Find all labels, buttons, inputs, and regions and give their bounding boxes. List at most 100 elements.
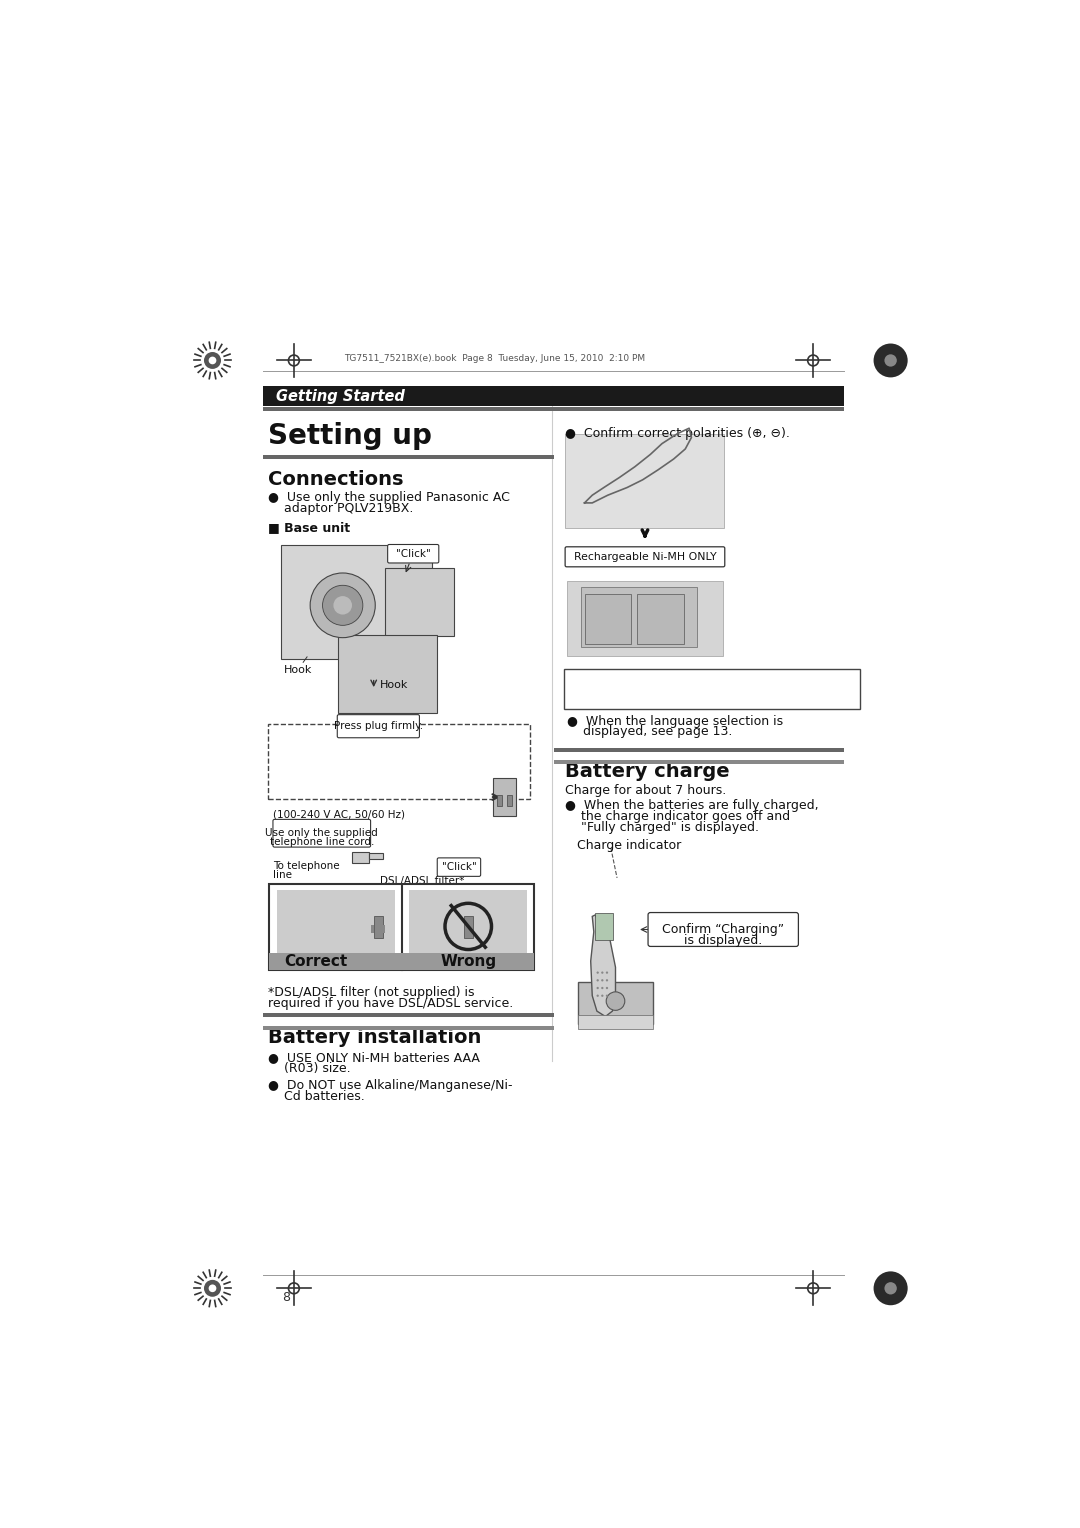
Text: Charge indicator: Charge indicator	[577, 839, 681, 853]
Circle shape	[310, 573, 375, 637]
Text: Charge for about 7 hours.: Charge for about 7 hours.	[565, 784, 727, 798]
Text: Setting up: Setting up	[268, 422, 432, 451]
Circle shape	[334, 596, 352, 614]
Circle shape	[606, 979, 608, 981]
Text: Confirm “Charging”: Confirm “Charging”	[662, 923, 784, 937]
Text: Battery charge: Battery charge	[565, 762, 730, 781]
Circle shape	[204, 1280, 221, 1297]
Bar	[262, 1013, 554, 1016]
Text: TG7511_7521BX(e).book  Page 8  Tuesday, June 15, 2010  2:10 PM: TG7511_7521BX(e).book Page 8 Tuesday, Ju…	[345, 354, 646, 364]
Bar	[409, 891, 527, 953]
Bar	[581, 587, 697, 646]
Bar	[380, 924, 384, 932]
Bar	[554, 406, 845, 411]
Bar	[369, 853, 383, 859]
Bar	[564, 669, 860, 709]
Text: telephone line cord.: telephone line cord.	[270, 837, 374, 848]
Text: Press plug firmly.: Press plug firmly.	[334, 721, 423, 732]
Circle shape	[606, 995, 608, 996]
Bar	[578, 1015, 653, 1028]
Bar	[595, 912, 613, 940]
Text: ●  Confirm correct polarities (⊕, ⊖).: ● Confirm correct polarities (⊕, ⊖).	[565, 426, 789, 440]
Text: ■ Base unit: ■ Base unit	[268, 521, 350, 533]
Text: "Fully charged" is displayed.: "Fully charged" is displayed.	[565, 821, 759, 834]
Bar	[578, 983, 653, 1024]
Bar	[584, 594, 631, 643]
Bar	[262, 387, 845, 406]
Bar	[262, 1025, 554, 1030]
Bar	[497, 795, 501, 805]
Bar	[554, 759, 845, 764]
Text: Getting Started: Getting Started	[276, 390, 405, 403]
Bar	[402, 953, 535, 970]
Circle shape	[606, 987, 608, 989]
Text: ●  When the language selection is: ● When the language selection is	[567, 715, 784, 727]
Text: line: line	[273, 871, 292, 880]
Text: "Click": "Click"	[396, 549, 431, 559]
Text: *DSL/ADSL filter (not supplied) is: *DSL/ADSL filter (not supplied) is	[268, 987, 475, 999]
Circle shape	[204, 351, 221, 368]
Bar	[281, 545, 432, 659]
Circle shape	[602, 987, 604, 989]
Text: Cd batteries.: Cd batteries.	[268, 1089, 365, 1103]
Text: is displayed.: is displayed.	[684, 934, 762, 947]
Text: ●  When the batteries are fully charged,: ● When the batteries are fully charged,	[565, 799, 819, 813]
Circle shape	[596, 979, 598, 981]
Bar	[352, 853, 369, 862]
Text: Hook: Hook	[380, 680, 408, 689]
Bar	[370, 924, 375, 932]
Text: adaptor PQLV219BX.: adaptor PQLV219BX.	[268, 503, 414, 515]
Text: "Click": "Click"	[442, 862, 476, 872]
Bar	[494, 778, 516, 816]
Text: ●  Use only the supplied Panasonic AC: ● Use only the supplied Panasonic AC	[268, 492, 510, 504]
Text: required if you have DSL/ADSL service.: required if you have DSL/ADSL service.	[268, 998, 514, 1010]
Text: DSL/ADSL filter*: DSL/ADSL filter*	[380, 876, 464, 886]
Bar	[338, 634, 437, 714]
Circle shape	[596, 995, 598, 996]
Text: Use only the supplied: Use only the supplied	[266, 828, 378, 839]
Bar	[262, 406, 554, 411]
Text: Hook: Hook	[284, 665, 312, 675]
Circle shape	[606, 972, 608, 973]
Text: 8: 8	[282, 1291, 291, 1303]
Text: Rechargeable Ni-MH ONLY: Rechargeable Ni-MH ONLY	[573, 552, 716, 562]
Circle shape	[208, 1285, 216, 1293]
Circle shape	[323, 585, 363, 625]
Bar	[276, 891, 394, 953]
Bar	[384, 568, 455, 636]
Text: To telephone: To telephone	[273, 860, 339, 871]
Circle shape	[602, 972, 604, 973]
Text: ●  USE ONLY Ni-MH batteries AAA: ● USE ONLY Ni-MH batteries AAA	[268, 1051, 481, 1063]
Circle shape	[602, 979, 604, 981]
Text: the charge indicator goes off and: the charge indicator goes off and	[565, 810, 791, 824]
Text: Battery installation: Battery installation	[268, 1028, 482, 1047]
Text: (100-240 V AC, 50/60 Hz): (100-240 V AC, 50/60 Hz)	[273, 810, 405, 819]
Bar	[554, 747, 845, 752]
Bar	[507, 795, 512, 805]
Text: Wrong: Wrong	[441, 955, 497, 969]
FancyBboxPatch shape	[273, 819, 370, 847]
FancyBboxPatch shape	[437, 857, 481, 877]
Circle shape	[602, 995, 604, 996]
Bar	[269, 885, 535, 970]
Bar	[268, 724, 530, 799]
Circle shape	[874, 1271, 907, 1305]
Circle shape	[208, 356, 216, 364]
Text: (R03) size.: (R03) size.	[268, 1062, 351, 1074]
Bar	[565, 434, 724, 529]
Text: Connections: Connections	[268, 469, 404, 489]
FancyBboxPatch shape	[388, 544, 438, 562]
Circle shape	[606, 992, 625, 1010]
Text: ●  Do NOT use Alkaline/Manganese/Ni-: ● Do NOT use Alkaline/Manganese/Ni-	[268, 1079, 513, 1093]
Circle shape	[885, 1282, 896, 1294]
Bar	[463, 917, 473, 938]
Bar	[567, 581, 724, 656]
Bar	[262, 455, 554, 458]
Bar	[269, 953, 402, 970]
Circle shape	[885, 354, 896, 367]
Text: displayed, see page 13.: displayed, see page 13.	[567, 726, 733, 738]
Circle shape	[874, 344, 907, 377]
Bar	[637, 594, 684, 643]
Text: Correct: Correct	[285, 955, 348, 969]
Polygon shape	[591, 915, 616, 1016]
